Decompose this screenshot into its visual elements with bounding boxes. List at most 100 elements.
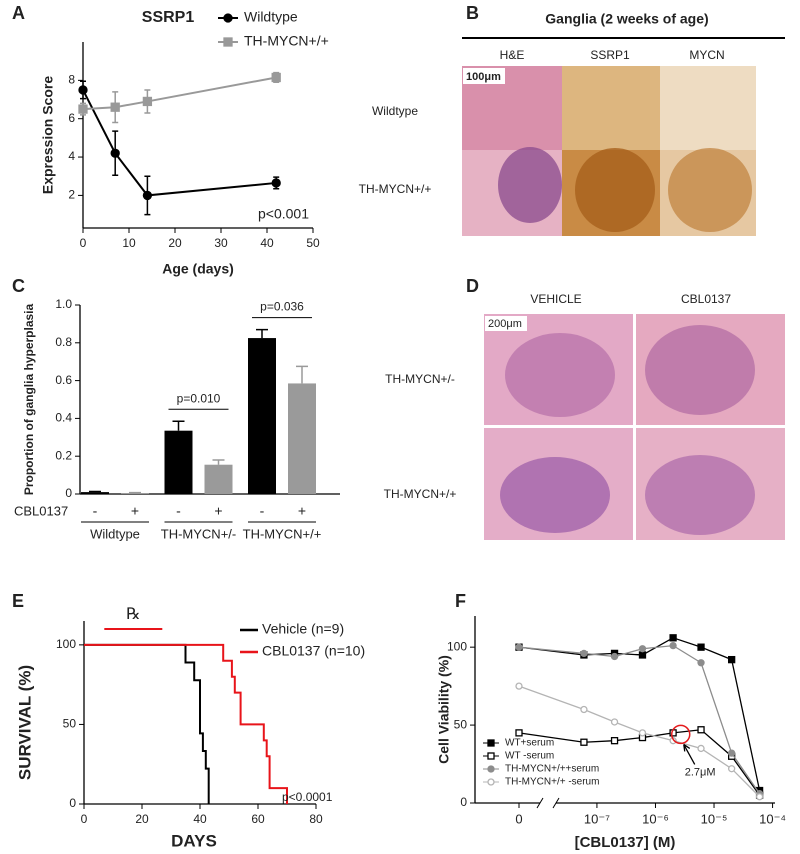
- group-label: Wildtype: [90, 526, 140, 541]
- marker: [223, 37, 233, 47]
- y-tick-label: 4: [68, 149, 75, 163]
- y-tick-label: 2: [68, 188, 75, 202]
- legend-label: WT+serum: [505, 738, 554, 749]
- treatment-label: ℞: [126, 606, 140, 623]
- group-label: TH-MYCN+/+: [243, 526, 322, 541]
- marker: [78, 104, 88, 114]
- marker: [697, 659, 705, 667]
- y-tick-label: 100: [447, 639, 467, 653]
- micrograph: [562, 66, 660, 150]
- panel-letter: C: [12, 276, 25, 296]
- y-tick-label: 0.8: [55, 335, 72, 349]
- marker: [580, 738, 588, 746]
- y-tick-label: 50: [63, 717, 77, 731]
- bar: [164, 430, 193, 494]
- marker: [669, 634, 677, 642]
- bar: [248, 338, 276, 494]
- marker: [610, 737, 619, 745]
- comparison-label: p=0.010: [177, 391, 221, 405]
- panel-letter: D: [466, 276, 479, 296]
- ganglion: [500, 457, 610, 533]
- error-bar: [256, 328, 268, 339]
- x-tick-label: +: [131, 503, 139, 519]
- x-tick-label: 10: [122, 236, 136, 250]
- marker: [728, 765, 736, 773]
- ganglion: [498, 147, 562, 223]
- y-tick-label: 8: [68, 73, 75, 87]
- y-axis-label: Proportion of ganglia hyperplasia: [22, 303, 36, 495]
- bar: [204, 464, 233, 494]
- annotation-arrow: [683, 743, 696, 765]
- x-axis-label: [CBL0137] (M): [575, 834, 676, 851]
- marker: [487, 739, 495, 747]
- highlight-circle: [670, 724, 691, 745]
- y-tick-label: 0: [65, 486, 72, 500]
- ganglion: [575, 148, 655, 232]
- error-bar: [212, 459, 225, 465]
- x-tick-label: 0: [80, 236, 87, 250]
- y-axis-label: Cell Viability (%): [436, 655, 452, 764]
- marker: [669, 641, 677, 650]
- x-tick-label: 10⁻⁵: [701, 811, 728, 826]
- series-line: [82, 89, 277, 197]
- ganglion: [505, 333, 615, 417]
- ganglion: [668, 148, 752, 232]
- column-label: SSRP1: [590, 48, 630, 62]
- scale-bar-box: [463, 68, 505, 84]
- x-tick-label: 20: [168, 236, 182, 250]
- marker: [142, 96, 153, 107]
- marker: [487, 765, 495, 773]
- y-tick-label: 0.4: [55, 411, 72, 425]
- x-tick-label: 50: [306, 236, 320, 250]
- marker: [697, 726, 705, 734]
- series-line: [518, 644, 761, 795]
- legend-label: TH-MYCN+/+ -serum: [505, 777, 599, 788]
- x-axis-label: DAYS: [171, 831, 217, 850]
- error-bar: [172, 420, 185, 431]
- panel-letter: B: [466, 3, 479, 23]
- legend-label: TH-MYCN+/+: [244, 33, 329, 49]
- chart-title: SSRP1: [142, 9, 195, 26]
- panel-title: Ganglia (2 weeks of age): [545, 11, 708, 27]
- comparison-label: p=0.036: [260, 300, 304, 314]
- legend-label: TH-MYCN+/++serum: [505, 764, 599, 775]
- marker: [610, 652, 619, 661]
- series-line: [82, 76, 277, 111]
- marker: [142, 190, 153, 201]
- y-tick-label: 0.6: [55, 373, 72, 387]
- x-tick-label: +: [214, 503, 222, 519]
- x-tick-label: -: [176, 503, 181, 519]
- group-label: TH-MYCN+/-: [161, 526, 236, 541]
- axis-break: [536, 797, 560, 809]
- marker: [580, 705, 588, 714]
- y-tick-label: 6: [68, 111, 75, 125]
- annotation: 2.7μM: [685, 766, 716, 778]
- x-tick-label: 20: [135, 812, 149, 826]
- y-axis-label: SURVIVAL (%): [15, 665, 34, 780]
- x-tick-label: 80: [309, 812, 323, 826]
- marker: [638, 651, 647, 659]
- panel-letter: F: [455, 591, 466, 611]
- x-tick-label: 10⁻⁶: [642, 811, 669, 826]
- x-tick-label: -: [260, 503, 265, 519]
- micrograph: [660, 66, 756, 150]
- marker: [697, 643, 705, 651]
- marker: [515, 729, 523, 737]
- series-line: [518, 637, 761, 791]
- x-tick-label: 40: [260, 236, 274, 250]
- row-label: Wildtype: [372, 104, 418, 118]
- panel-letter: A: [12, 3, 25, 23]
- y-tick-label: 1.0: [55, 297, 72, 311]
- x-tick-label: 0: [515, 811, 522, 826]
- row-label: TH-MYCN+/+: [384, 487, 457, 501]
- survival-curve: [84, 643, 288, 804]
- marker: [638, 645, 647, 653]
- ganglion: [645, 455, 755, 535]
- annotation: p<0.001: [258, 206, 309, 222]
- treatment-label: CBL0137: [14, 503, 68, 518]
- histology-panel-d: VEHICLE CBL0137 TH-MYCN+/- TH-MYCN+/+ 20…: [384, 292, 785, 540]
- marker: [487, 778, 495, 786]
- marker: [78, 85, 88, 95]
- legend-label: CBL0137 (n=10): [262, 643, 365, 659]
